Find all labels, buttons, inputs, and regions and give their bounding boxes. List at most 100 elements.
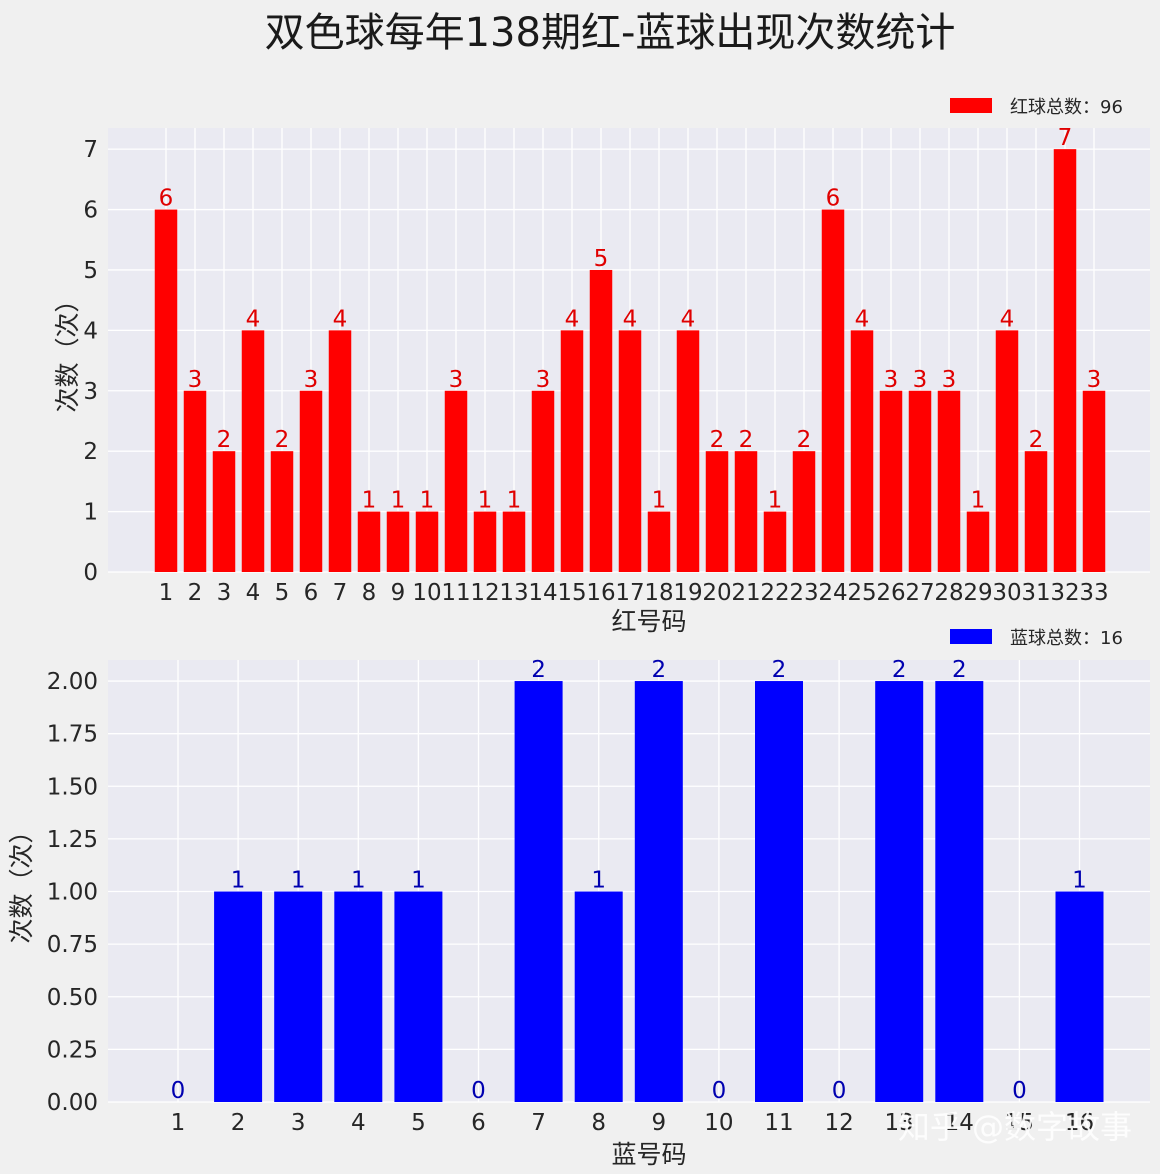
y-tick-label: 1.25 (47, 827, 98, 853)
y-axis-label: 次数（次） (53, 287, 82, 412)
x-tick-label: 15 (557, 580, 586, 606)
bar-data-label: 0 (171, 1078, 186, 1104)
bar (676, 330, 700, 572)
bar-data-label: 4 (623, 306, 638, 332)
y-tick-label: 0.25 (47, 1037, 98, 1063)
x-tick-label: 7 (531, 1110, 546, 1136)
bar (299, 390, 323, 572)
bar-data-label: 1 (971, 488, 986, 514)
y-tick-label: 2.00 (47, 669, 98, 695)
x-tick-label: 8 (591, 1110, 606, 1136)
bar (415, 511, 439, 572)
bar (212, 451, 236, 572)
bar (995, 330, 1019, 572)
bar (879, 390, 903, 572)
bar (792, 451, 816, 572)
bar-data-label: 2 (739, 427, 754, 453)
bar-data-label: 2 (1029, 427, 1044, 453)
bar-data-label: 3 (1087, 367, 1102, 393)
bar (560, 330, 584, 572)
x-tick-label: 26 (876, 580, 905, 606)
bar (734, 451, 758, 572)
watermark-text: 知乎 @数字故事 (898, 1108, 1132, 1146)
x-tick-label: 10 (704, 1110, 733, 1136)
bar-data-label: 1 (507, 488, 522, 514)
bar-data-label: 2 (797, 427, 812, 453)
x-tick-label: 19 (673, 580, 702, 606)
x-tick-label: 10 (412, 580, 441, 606)
bar-data-label: 0 (1012, 1078, 1027, 1104)
bar (270, 451, 294, 572)
bar-data-label: 3 (913, 367, 928, 393)
x-tick-label: 22 (760, 580, 789, 606)
bar-data-label: 2 (651, 657, 666, 683)
legend: 蓝球总数：16 (950, 628, 1123, 649)
plot-area (108, 660, 1150, 1102)
x-tick-label: 12 (824, 1110, 853, 1136)
bar (937, 390, 961, 572)
bar-data-label: 1 (768, 488, 783, 514)
bar-data-label: 1 (351, 868, 366, 894)
y-tick-label: 0 (83, 560, 98, 586)
y-tick-label: 0.75 (47, 932, 98, 958)
x-tick-label: 14 (528, 580, 557, 606)
x-tick-label: 18 (644, 580, 673, 606)
bar-data-label: 3 (942, 367, 957, 393)
bar (634, 681, 683, 1102)
x-tick-label: 9 (391, 580, 406, 606)
x-tick-label: 24 (818, 580, 847, 606)
x-tick-label: 5 (275, 580, 290, 606)
bar (935, 681, 984, 1102)
x-axis-label: 红号码 (611, 607, 686, 636)
x-tick-label: 6 (304, 580, 319, 606)
bar (334, 891, 383, 1102)
bar-data-label: 0 (832, 1078, 847, 1104)
x-tick-label: 1 (171, 1110, 186, 1136)
y-tick-label: 1.75 (47, 722, 98, 748)
bar-data-label: 2 (531, 657, 546, 683)
bar (755, 681, 803, 1102)
y-axis-label: 次数（次） (7, 818, 36, 943)
x-tick-label: 29 (963, 580, 992, 606)
bar (241, 330, 265, 572)
bar-data-label: 1 (478, 488, 493, 514)
bar (214, 891, 263, 1102)
x-tick-label: 20 (702, 580, 731, 606)
bar-data-label: 4 (333, 306, 348, 332)
bar-data-label: 2 (772, 657, 787, 683)
x-tick-label: 9 (651, 1110, 666, 1136)
x-tick-label: 4 (351, 1110, 366, 1136)
chart-panel-2: 0.000.250.500.751.001.251.501.752.001 2 3 4… (7, 628, 1150, 1169)
x-tick-label: 1 (159, 580, 174, 606)
chart-title: 双色球每年138期红-蓝球出现次数统计 (265, 10, 956, 56)
bar-data-label: 2 (275, 427, 290, 453)
y-tick-label: 6 (83, 198, 98, 224)
bar-data-label: 1 (231, 868, 246, 894)
bar-data-label: 2 (892, 657, 907, 683)
bar-data-label: 0 (471, 1078, 486, 1104)
x-tick-label: 13 (499, 580, 528, 606)
bar-data-label: 4 (1000, 306, 1015, 332)
x-tick-label: 17 (615, 580, 644, 606)
x-tick-label: 3 (291, 1110, 306, 1136)
bar-data-label: 6 (159, 186, 174, 212)
bar (821, 209, 845, 572)
bar (850, 330, 874, 572)
bar-data-label: 1 (652, 488, 667, 514)
x-tick-label: 6 (471, 1110, 486, 1136)
bar (705, 451, 729, 572)
bar-data-label: 3 (304, 367, 319, 393)
x-tick-label: 2 (231, 1110, 246, 1136)
y-tick-label: 1.00 (47, 880, 98, 906)
legend-swatch (950, 629, 992, 644)
bar-data-label: 2 (952, 657, 967, 683)
x-tick-label: 31 (1021, 580, 1050, 606)
bar-data-label: 2 (710, 427, 725, 453)
y-tick-label: 5 (83, 258, 98, 284)
x-tick-label: 8 (362, 580, 377, 606)
bar (1055, 891, 1104, 1102)
bar-data-label: 4 (681, 306, 696, 332)
bar (574, 891, 623, 1102)
legend-label: 蓝球总数：16 (1010, 628, 1123, 649)
